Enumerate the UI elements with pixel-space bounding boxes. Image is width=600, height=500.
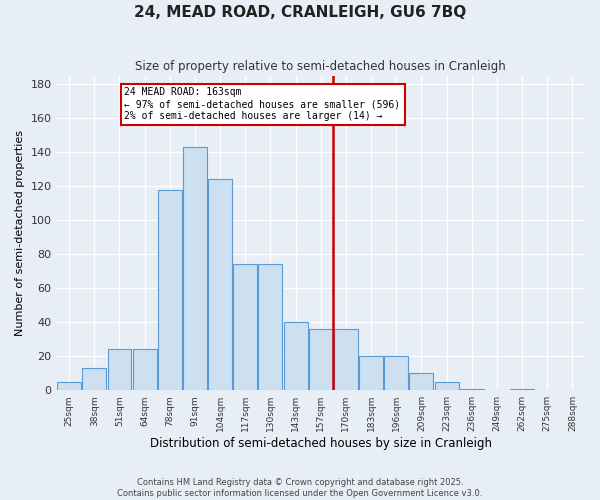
Bar: [460, 388, 484, 390]
Bar: [434, 382, 458, 390]
Bar: [208, 180, 232, 390]
Text: Contains HM Land Registry data © Crown copyright and database right 2025.
Contai: Contains HM Land Registry data © Crown c…: [118, 478, 482, 498]
Bar: [82, 368, 106, 390]
Text: 24 MEAD ROAD: 163sqm
← 97% of semi-detached houses are smaller (596)
2% of semi-: 24 MEAD ROAD: 163sqm ← 97% of semi-detac…: [124, 88, 401, 120]
Bar: [309, 329, 333, 390]
Title: Size of property relative to semi-detached houses in Cranleigh: Size of property relative to semi-detach…: [136, 60, 506, 73]
Bar: [385, 356, 408, 390]
Bar: [334, 329, 358, 390]
Bar: [107, 350, 131, 390]
Bar: [183, 147, 207, 390]
X-axis label: Distribution of semi-detached houses by size in Cranleigh: Distribution of semi-detached houses by …: [150, 437, 492, 450]
Bar: [359, 356, 383, 390]
Bar: [158, 190, 182, 390]
Bar: [409, 373, 433, 390]
Y-axis label: Number of semi-detached properties: Number of semi-detached properties: [15, 130, 25, 336]
Bar: [133, 350, 157, 390]
Bar: [259, 264, 283, 390]
Bar: [510, 388, 534, 390]
Bar: [233, 264, 257, 390]
Bar: [284, 322, 308, 390]
Text: 24, MEAD ROAD, CRANLEIGH, GU6 7BQ: 24, MEAD ROAD, CRANLEIGH, GU6 7BQ: [134, 5, 466, 20]
Bar: [57, 382, 81, 390]
